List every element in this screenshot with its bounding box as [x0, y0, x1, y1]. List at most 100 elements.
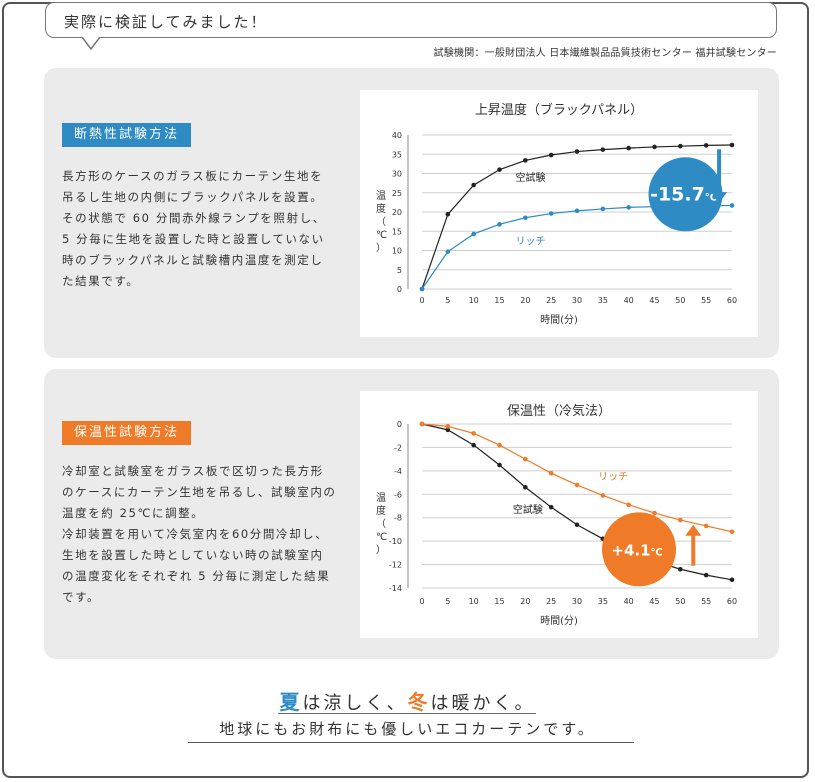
series-line	[421, 423, 733, 533]
winter-word: 冬	[407, 690, 431, 714]
description-line: た結果です。	[62, 274, 140, 288]
data-point	[523, 456, 528, 462]
x-tick-label: 55	[701, 296, 711, 305]
data-point	[523, 215, 528, 221]
data-point	[471, 442, 476, 448]
insulation-description: 長方形のケースのガラス板にカーテン生地を 吊るし生地の内側にブラックパネルを設置…	[62, 166, 362, 292]
data-point	[471, 231, 476, 237]
description-line: のケースにカーテン生地を吊るし、試験室内の	[62, 485, 337, 499]
x-tick-label: 40	[624, 597, 634, 606]
data-point	[419, 286, 425, 292]
data-point	[497, 222, 502, 227]
tagline-part-b: は暖かく。	[430, 693, 536, 714]
data-point	[471, 182, 476, 188]
description-line: その状態で 60 分間赤外線ランプを照射し、	[62, 211, 326, 225]
y-tick-label: -2	[394, 443, 402, 452]
bubble-tail	[82, 37, 101, 51]
difference-value: -15.7℃	[650, 183, 717, 205]
data-point	[600, 147, 606, 152]
y-tick-label: 5	[397, 266, 402, 275]
x-tick-label: 45	[649, 296, 659, 305]
series-label: 空試験	[513, 503, 543, 516]
x-tick-label: 10	[469, 597, 479, 606]
data-point	[729, 203, 735, 208]
y-tick-label: 0	[397, 285, 402, 294]
x-tick-label: 30	[572, 597, 582, 606]
description-line: 冷却室と試験室をガラス板で区切った長方形	[62, 464, 324, 478]
y-tick-label: 0	[397, 420, 402, 429]
data-point	[574, 482, 580, 488]
insulation-method-label: 断熱性試験方法	[62, 123, 192, 147]
description-line: 5 分毎に生地を設置した時と設置していない	[62, 232, 325, 246]
y-tick-label: 25	[392, 189, 402, 198]
y-tick-label: 40	[392, 131, 402, 140]
data-point	[678, 143, 683, 149]
warmth-method-label: 保温性試験方法	[62, 421, 192, 445]
y-tick-label: -6	[394, 490, 402, 499]
data-point	[600, 206, 606, 212]
data-point	[548, 504, 554, 510]
y-tick-label: -4	[394, 467, 402, 476]
summer-word: 夏	[279, 690, 303, 714]
x-axis-label: 時間(分)	[540, 615, 578, 627]
description-line: です。	[62, 590, 101, 604]
x-tick-label: 50	[675, 597, 685, 606]
x-tick-label: 20	[520, 597, 530, 606]
warmth-panel: 保温性試験方法 冷却室と試験室をガラス板で区切った長方形 のケースにカーテン生地…	[44, 369, 779, 659]
data-point	[729, 529, 735, 535]
difference-badge	[602, 512, 676, 587]
x-tick-label: 60	[727, 296, 737, 305]
data-point	[626, 145, 631, 151]
x-tick-label: 45	[649, 597, 659, 606]
description-line: 冷却装置を用いて冷気室内を60分間冷却し、	[62, 527, 329, 541]
description-line: 吊るし生地の内側にブラックパネルを設置。	[62, 190, 324, 204]
data-point	[419, 421, 425, 427]
x-tick-label: 50	[675, 296, 685, 305]
description-line: 長方形のケースのガラス板にカーテン生地を	[62, 169, 324, 183]
y-tick-label: -12	[389, 561, 402, 570]
data-point	[548, 211, 554, 216]
y-tick-label: 30	[392, 170, 402, 179]
insulation-chart: 上昇温度（ブラックパネル） 0 5 10 15 20 25 30 35 40 0 5 10 15 20 25 3…	[376, 102, 737, 326]
series-label: リッチ	[516, 236, 546, 248]
data-point	[523, 158, 528, 163]
x-tick-label: 60	[727, 597, 737, 606]
data-point	[626, 502, 631, 508]
description-line: の温度変化をそれぞれ 5 分毎に測定した結果	[62, 569, 331, 583]
data-point	[445, 249, 451, 254]
x-tick-label: 15	[494, 296, 504, 305]
y-tick-label: 20	[392, 208, 402, 217]
description-line: 時のブラックパネルと試験槽内温度を測定し	[62, 253, 324, 267]
insulation-chart-box: 上昇温度（ブラックパネル） 0 5 10 15 20 25 30 35 40 0 5 10 15 20 25 3…	[360, 90, 758, 337]
data-point	[445, 424, 451, 429]
x-tick-label: 5	[445, 296, 450, 305]
tagline-eco: 地球にもお財布にも優しいエコカーテンです。	[219, 720, 596, 738]
tagline-seasons: 夏は涼しく、冬は暖かく。	[0, 686, 815, 715]
y-tick-label: 10	[392, 247, 402, 256]
difference-value: +4.1℃	[611, 541, 662, 559]
insulation-panel: 断熱性試験方法 長方形のケースのガラス板にカーテン生地を 吊るし生地の内側にブラ…	[44, 68, 779, 358]
data-point	[652, 144, 657, 150]
x-tick-label: 15	[494, 597, 504, 606]
data-point	[497, 442, 502, 448]
bubble-text: 実際に検証してみました！	[64, 13, 268, 31]
data-point	[523, 484, 528, 490]
difference-arrowhead	[711, 192, 728, 204]
data-point	[703, 572, 709, 578]
testing-organization: 試験機関：一般財団法人 日本繊維製品品質技術センター 福井試験センター	[433, 48, 777, 59]
data-point	[626, 205, 631, 210]
x-tick-label: 10	[469, 296, 479, 305]
data-point	[574, 522, 580, 528]
description-line: 温度を約 25℃に調整。	[62, 506, 205, 520]
series-label: リッチ	[598, 471, 628, 483]
data-point	[729, 577, 735, 583]
data-point	[574, 208, 580, 214]
difference-badge	[648, 157, 723, 232]
x-tick-label: 0	[419, 296, 424, 305]
y-tick-label: -14	[389, 584, 402, 593]
y-tick-label: -10	[389, 537, 402, 546]
x-tick-label: 30	[572, 296, 582, 305]
data-point	[548, 470, 554, 476]
x-tick-label: 5	[445, 597, 450, 606]
data-point	[678, 566, 683, 572]
